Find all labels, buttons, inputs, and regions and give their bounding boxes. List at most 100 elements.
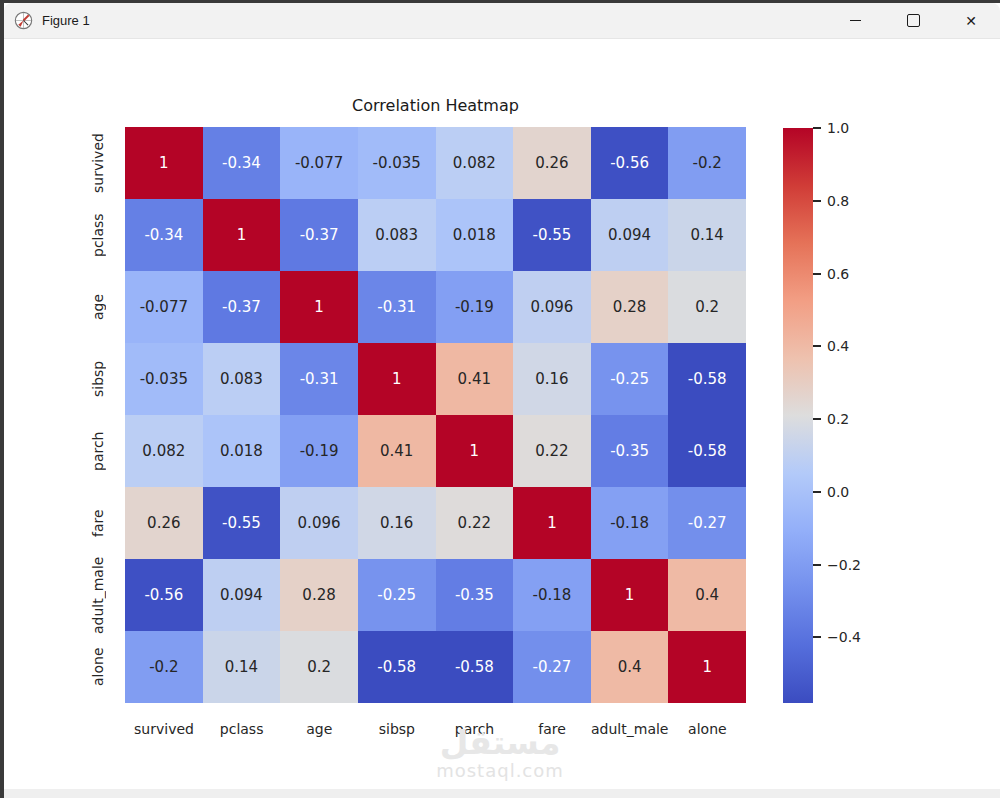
heatmap-cell: -0.2 xyxy=(668,127,746,199)
y-tick-label: adult_male xyxy=(84,559,112,631)
heatmap-cell: -0.27 xyxy=(513,631,591,703)
heatmap-cell: -0.035 xyxy=(125,343,203,415)
colorbar-tick-label: 0.8 xyxy=(827,194,877,208)
heatmap-cell: 1 xyxy=(125,127,203,199)
colorbar xyxy=(783,128,813,703)
colorbar-tick-label: 0.6 xyxy=(827,267,877,281)
heatmap-cell: -0.077 xyxy=(280,127,358,199)
x-tick-label: alone xyxy=(668,721,746,737)
colorbar-tick-label: 0.4 xyxy=(827,339,877,353)
colorbar-tick-mark xyxy=(813,418,821,420)
heatmap-cell: -0.58 xyxy=(358,631,436,703)
colorbar-tick-mark xyxy=(813,273,821,275)
figure-window: Figure 1 ✕ Correlation Heatmap 1-0.34-0.… xyxy=(0,0,1000,798)
colorbar-tick-label: −0.2 xyxy=(827,558,877,572)
colorbar-tick-mark xyxy=(813,564,821,566)
y-tick-label: survived xyxy=(84,127,112,199)
heatmap-cell: 0.2 xyxy=(668,271,746,343)
x-tick-label: pclass xyxy=(203,721,281,737)
heatmap-cell: -0.58 xyxy=(668,415,746,487)
heatmap-cell: 0.28 xyxy=(280,559,358,631)
heatmap-cell: 0.22 xyxy=(436,487,514,559)
chart-title: Correlation Heatmap xyxy=(125,96,746,115)
correlation-heatmap: 1-0.34-0.077-0.0350.0820.26-0.56-0.2-0.3… xyxy=(125,127,746,703)
heatmap-cell: 0.083 xyxy=(203,343,281,415)
heatmap-cell: -0.35 xyxy=(591,415,669,487)
heatmap-cell: 0.018 xyxy=(436,199,514,271)
heatmap-cell: -0.19 xyxy=(436,271,514,343)
minimize-icon xyxy=(850,20,861,21)
heatmap-cell: -0.19 xyxy=(280,415,358,487)
heatmap-cell: -0.34 xyxy=(203,127,281,199)
y-tick-label: fare xyxy=(84,487,112,559)
toolbar-strip xyxy=(4,789,1000,798)
close-icon: ✕ xyxy=(965,14,977,28)
heatmap-cell: 0.096 xyxy=(513,271,591,343)
heatmap-cell: 0.14 xyxy=(203,631,281,703)
watermark: مستقل mostaql.com xyxy=(390,726,610,781)
heatmap-cell: -0.18 xyxy=(513,559,591,631)
colorbar-tick-mark xyxy=(813,491,821,493)
colorbar-tick-label: 0.2 xyxy=(827,412,877,426)
window-titlebar[interactable]: Figure 1 ✕ xyxy=(4,3,1000,39)
heatmap-cell: -0.27 xyxy=(668,487,746,559)
heatmap-cell: 0.14 xyxy=(668,199,746,271)
maximize-button[interactable] xyxy=(884,3,942,38)
heatmap-cell: -0.077 xyxy=(125,271,203,343)
minimize-button[interactable] xyxy=(826,3,884,38)
heatmap-cell: -0.56 xyxy=(125,559,203,631)
colorbar-tick-mark xyxy=(813,636,821,638)
x-tick-label: survived xyxy=(125,721,203,737)
heatmap-cell: 1 xyxy=(203,199,281,271)
heatmap-cell: 0.018 xyxy=(203,415,281,487)
heatmap-cell: 0.096 xyxy=(280,487,358,559)
y-tick-label: pclass xyxy=(84,199,112,271)
heatmap-cell: 0.4 xyxy=(668,559,746,631)
heatmap-cell: 1 xyxy=(513,487,591,559)
heatmap-cell: 0.094 xyxy=(203,559,281,631)
heatmap-cell: 0.16 xyxy=(358,487,436,559)
heatmap-cell: 0.16 xyxy=(513,343,591,415)
heatmap-cell: -0.37 xyxy=(203,271,281,343)
heatmap-cell: 0.26 xyxy=(125,487,203,559)
y-tick-label: age xyxy=(84,271,112,343)
heatmap-cell: 0.22 xyxy=(513,415,591,487)
heatmap-cell: 1 xyxy=(668,631,746,703)
matplotlib-icon xyxy=(14,11,33,30)
y-tick-label: sibsp xyxy=(84,343,112,415)
heatmap-cell: 0.41 xyxy=(358,415,436,487)
heatmap-cell: 0.2 xyxy=(280,631,358,703)
heatmap-cell: -0.25 xyxy=(591,343,669,415)
heatmap-cell: -0.55 xyxy=(203,487,281,559)
heatmap-cell: -0.58 xyxy=(668,343,746,415)
maximize-icon xyxy=(907,14,920,27)
heatmap-cell: 0.082 xyxy=(436,127,514,199)
colorbar-tick-label: 1.0 xyxy=(827,121,877,135)
y-tick-label: parch xyxy=(84,415,112,487)
heatmap-cell: -0.58 xyxy=(436,631,514,703)
close-button[interactable]: ✕ xyxy=(942,3,1000,38)
window-left-edge xyxy=(0,0,4,798)
heatmap-cell: 0.094 xyxy=(591,199,669,271)
heatmap-cell: -0.18 xyxy=(591,487,669,559)
heatmap-cell: 0.082 xyxy=(125,415,203,487)
colorbar-tick-mark xyxy=(813,127,821,129)
heatmap-cell: -0.25 xyxy=(358,559,436,631)
y-tick-label: alone xyxy=(84,631,112,703)
colorbar-tick-mark xyxy=(813,200,821,202)
colorbar-tick-label: 0.0 xyxy=(827,485,877,499)
heatmap-cell: -0.55 xyxy=(513,199,591,271)
heatmap-cell: 0.28 xyxy=(591,271,669,343)
watermark-logo: مستقل xyxy=(390,726,610,759)
heatmap-cell: 0.26 xyxy=(513,127,591,199)
heatmap-cell: -0.37 xyxy=(280,199,358,271)
colorbar-tick-label: −0.4 xyxy=(827,630,877,644)
watermark-domain: mostaql.com xyxy=(390,760,610,781)
colorbar-tick-mark xyxy=(813,345,821,347)
heatmap-cell: 1 xyxy=(358,343,436,415)
window-controls: ✕ xyxy=(826,3,1000,38)
heatmap-cell: -0.34 xyxy=(125,199,203,271)
x-tick-label: age xyxy=(280,721,358,737)
heatmap-cell: 1 xyxy=(280,271,358,343)
heatmap-cell: 0.4 xyxy=(591,631,669,703)
